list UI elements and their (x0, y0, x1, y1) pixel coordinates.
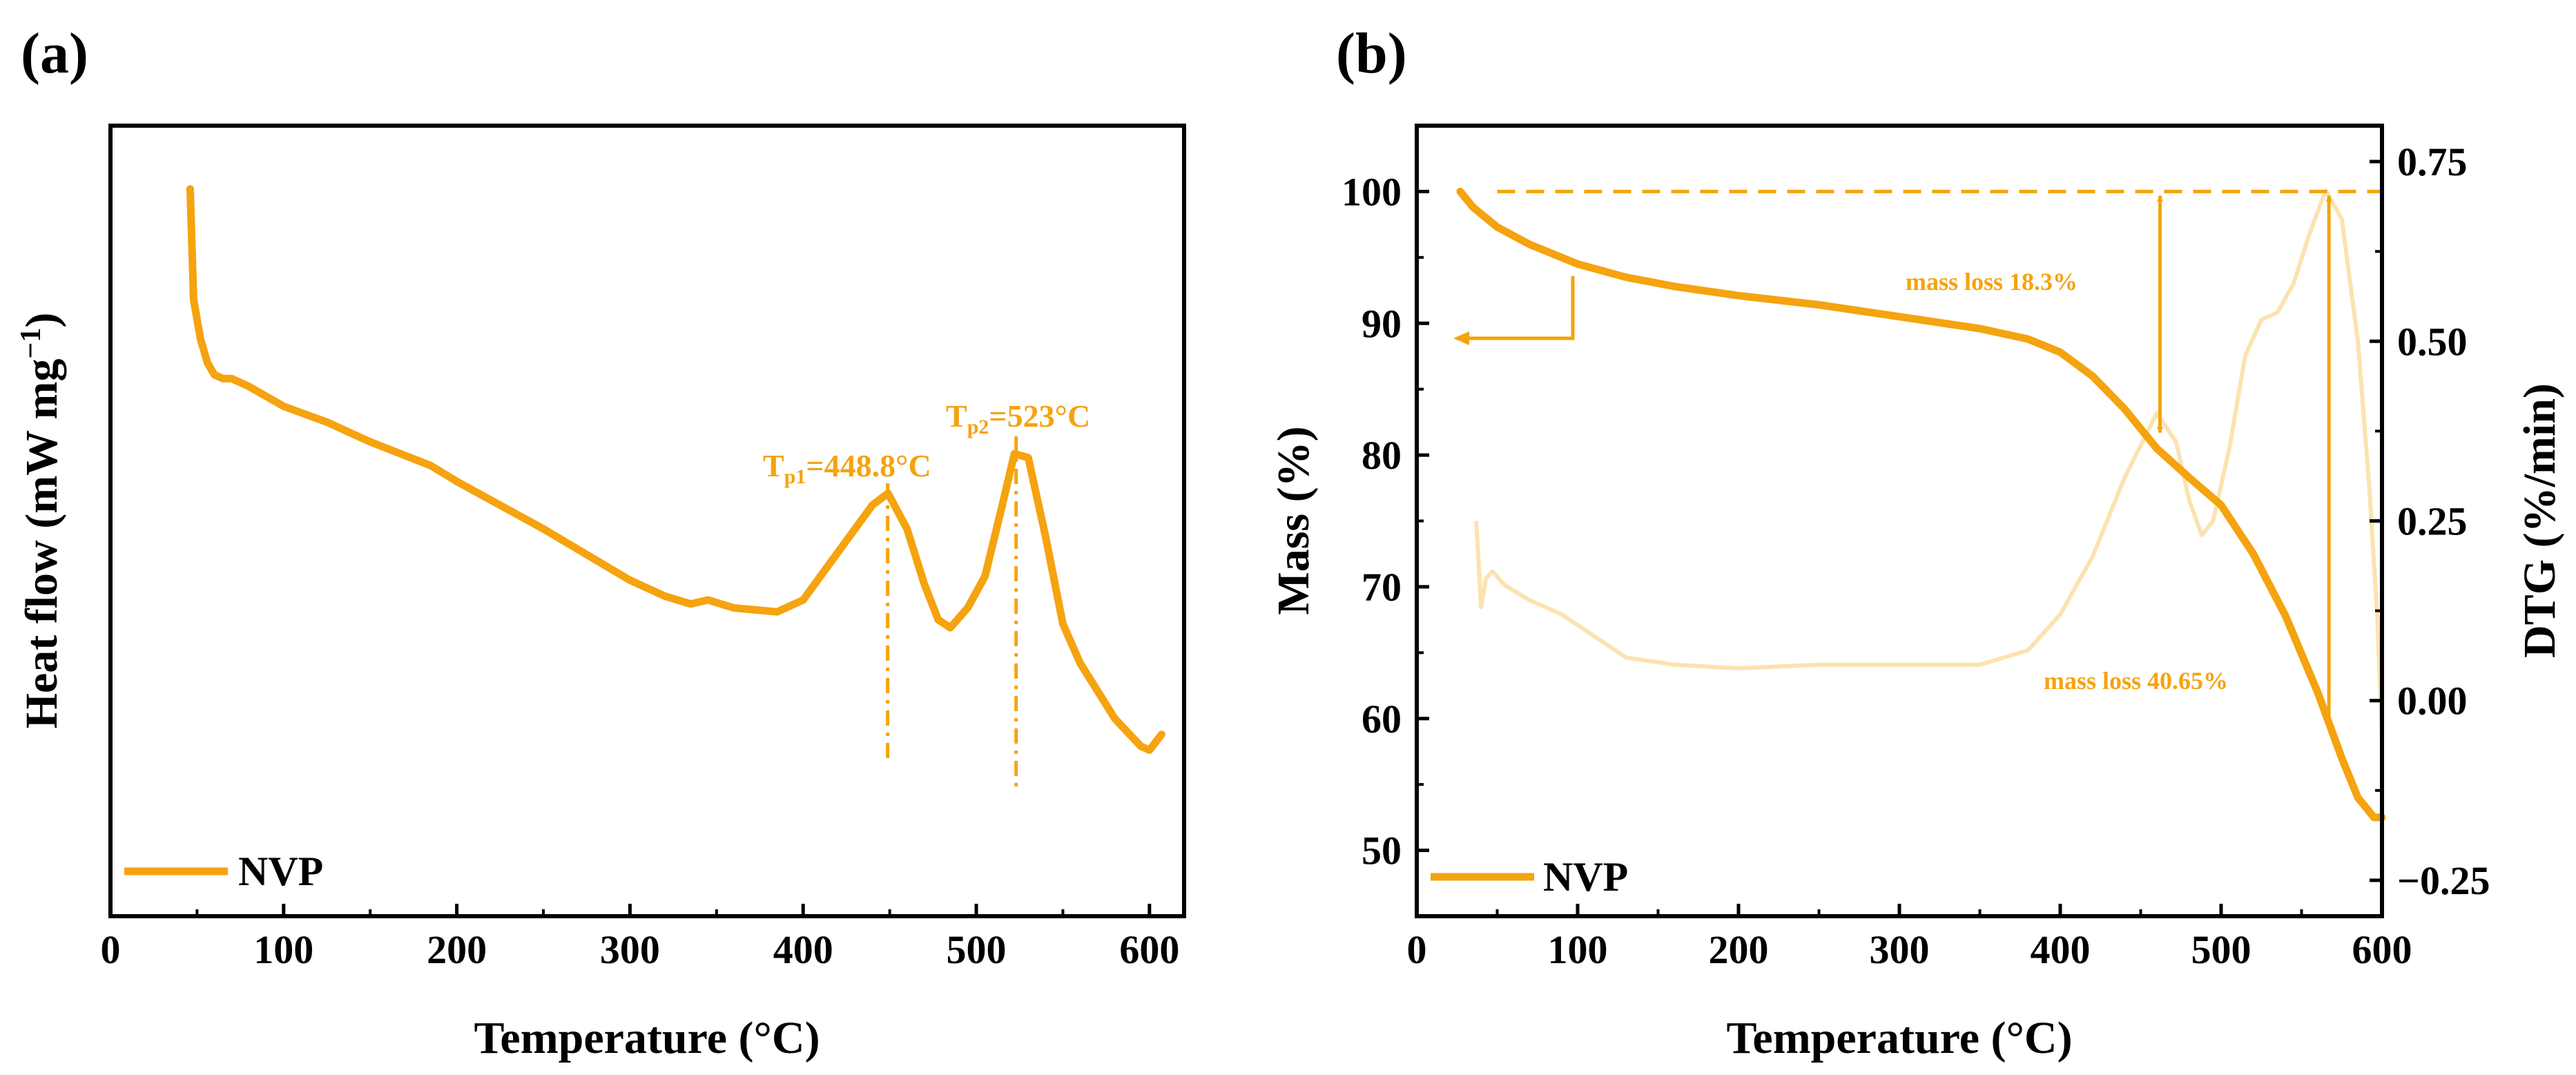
panel-b-y2-tick-label: 0.00 (2397, 679, 2468, 724)
panel-b-plot-frame (1415, 124, 2384, 918)
panel-b-x-tick-label: 400 (2031, 927, 2091, 972)
panel-b-y-tick-label: 80 (1362, 433, 1402, 478)
panel-b-y-tick-label: 90 (1362, 301, 1402, 346)
panel-b-nvp-mass-line (1456, 187, 2386, 822)
panel-b-x-tick-label: 300 (1870, 927, 1930, 972)
panel-b-y-tick-label: 70 (1362, 565, 1402, 610)
panel-a-x-tick-label: 600 (1119, 927, 1179, 972)
panel-b-y-tick-label: 60 (1362, 697, 1402, 742)
panel-a-y-axis-title: Heat flow (mW mg−1) (15, 313, 67, 729)
panel-b-y2-tick-label: −0.25 (2397, 858, 2490, 903)
panel-b-left-axis-indicator (1457, 276, 1575, 340)
panel-a-legend-label: NVP (238, 849, 323, 894)
panel-a-x-tick-label: 200 (427, 927, 487, 972)
panel-b-mass-loss-40-label: mass loss 40.65% (2044, 667, 2228, 695)
panel-a-plot-frame (108, 124, 1186, 918)
panel-a-peak2-annotation: Tp2=523°C (946, 398, 1090, 438)
panel-a: (a) Tp1=448.8°C Tp2=523°C 0 100 200 300 400 5… (15, 21, 1186, 1063)
panel-b-y-tick-label: 50 (1362, 829, 1402, 873)
panel-a-peak1-annotation: Tp1=448.8°C (763, 448, 931, 488)
panel-b-x-tick-label: 500 (2191, 927, 2251, 972)
panel-b-y-tick-label: 100 (1342, 169, 1402, 214)
panel-a-nvp-heat-flow-line (186, 185, 1165, 754)
panel-a-x-tick-label: 0 (101, 927, 121, 972)
panel-a-x-tick-label: 300 (600, 927, 660, 972)
panel-b-mass-loss-18-label: mass loss 18.3% (1906, 268, 2078, 296)
panel-b-right-y-axis-title: DTG (%/min) (2515, 383, 2565, 658)
panel-b-x-tick-label: 200 (1709, 927, 1769, 972)
panel-b: (b) mass loss 18.3% mass loss 40.65% 0 10… (1268, 21, 2565, 1063)
panel-a-x-axis-title: Temperature (°C) (474, 1013, 820, 1063)
panel-b-x-tick-label: 0 (1407, 927, 1427, 972)
panel-b-y2-tick-label: 0.75 (2397, 139, 2468, 184)
panel-b-x-tick-label: 100 (1548, 927, 1608, 972)
panel-b-x-tick-label: 600 (2352, 927, 2412, 972)
panel-a-x-axis: 0 100 200 300 400 500 600 (101, 904, 1179, 972)
panel-b-left-y-axis-title: Mass (%) (1268, 426, 1319, 614)
panel-b-legend-label: NVP (1543, 854, 1628, 900)
panel-b-x-axis-title: Temperature (°C) (1726, 1013, 2072, 1063)
panel-b-y2-tick-label: 0.25 (2397, 499, 2468, 544)
panel-a-x-tick-label: 500 (947, 927, 1007, 972)
panel-a-x-tick-label: 400 (773, 927, 833, 972)
panel-b-dtg-line (1474, 188, 2384, 737)
panel-a-label: (a) (21, 21, 88, 86)
panel-a-x-tick-label: 100 (253, 927, 313, 972)
panel-b-left-axis-indicator-arrowhead (1453, 331, 1469, 345)
panel-b-label: (b) (1336, 21, 1407, 86)
panel-b-x-axis: 0 100 200 300 400 500 600 (1407, 904, 2412, 972)
panel-b-right-y-axis: −0.25 0.00 0.25 0.50 0.75 (2370, 139, 2490, 903)
panel-b-left-y-axis: 50 60 70 80 90 100 (1342, 169, 1429, 873)
panel-b-y2-tick-label: 0.50 (2397, 319, 2468, 364)
